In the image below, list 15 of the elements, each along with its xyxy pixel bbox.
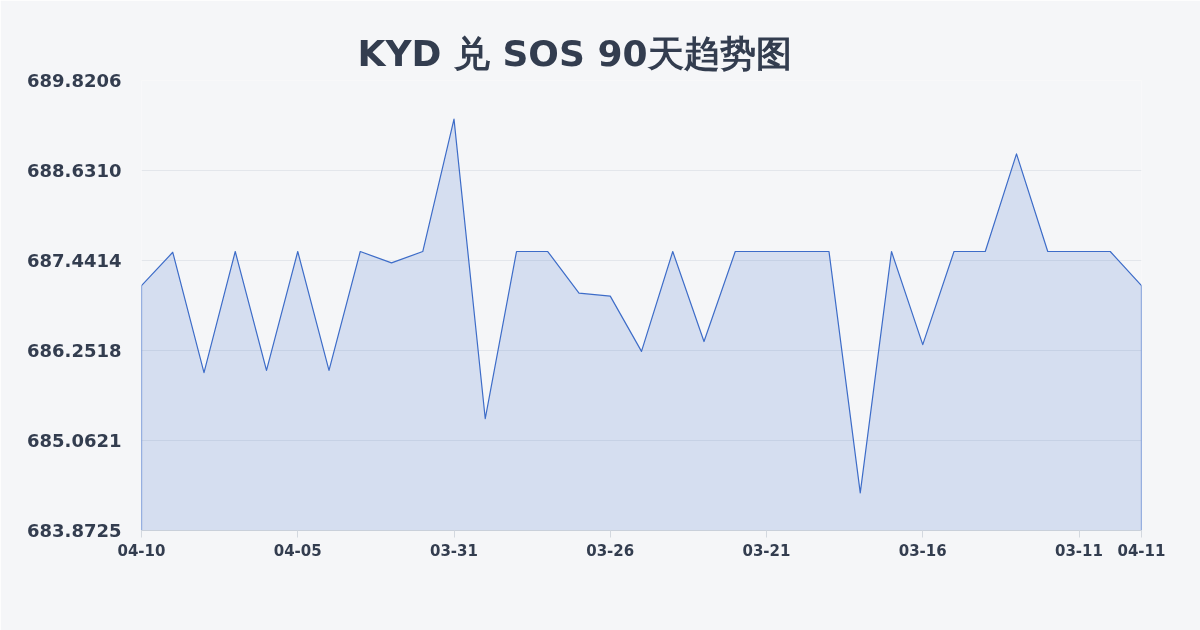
x-tick-label: 04-11 — [1117, 541, 1166, 560]
x-tick-label: 03-16 — [898, 541, 947, 560]
x-tick-label: 03-11 — [1055, 541, 1103, 560]
y-tick-label: 683.8725 — [26, 520, 122, 541]
x-tick-label: 04-05 — [273, 541, 322, 560]
x-tick-label: 03-21 — [742, 541, 791, 560]
y-tick-label: 689.8206 — [26, 70, 122, 91]
x-tick-label: 03-26 — [586, 541, 635, 560]
chart-title: KYD 兑 SOS 90天趋势图 — [357, 32, 792, 74]
y-tick-label: 686.2518 — [26, 340, 122, 361]
y-tick-label: 687.4414 — [26, 250, 122, 271]
x-tick-label: 03-31 — [430, 541, 478, 560]
y-tick-label: 688.6310 — [26, 160, 122, 181]
y-tick-label: 685.0621 — [26, 430, 122, 451]
x-tick-label: 04-10 — [117, 541, 166, 560]
